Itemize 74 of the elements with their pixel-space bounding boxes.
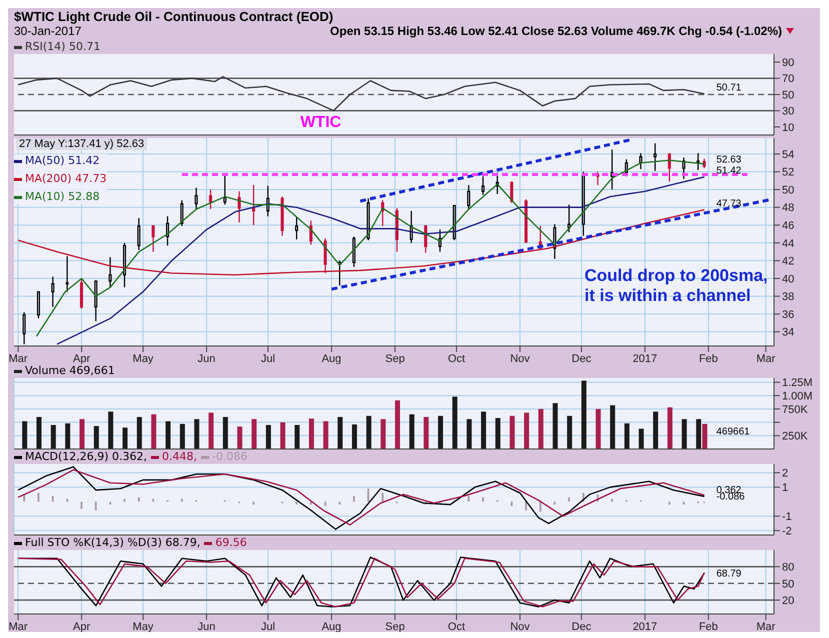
y-tick-label: 2 xyxy=(782,468,788,480)
x-tick-label: Oct xyxy=(448,620,466,633)
y-tick-label: 1.25M xyxy=(782,377,813,390)
y-tick-label: 90 xyxy=(782,57,794,70)
chart-subtitle: 30-Jan-2017 xyxy=(14,24,82,38)
y-tick-label: 50 xyxy=(782,578,794,590)
x-tick-label: May xyxy=(132,352,154,365)
x-tick-label: Sep xyxy=(385,352,405,365)
x-tick-label: Apr xyxy=(73,620,90,633)
x-tick-label: Feb xyxy=(698,620,718,633)
x-tick-label: Jun xyxy=(198,620,216,633)
y-tick-label: 50 xyxy=(782,89,794,102)
x-tick-label: May xyxy=(132,620,154,633)
annotation: 47.73 xyxy=(716,198,742,210)
y-tick-label: 40 xyxy=(782,273,794,286)
y-tick-label: 250K xyxy=(782,430,808,443)
legend-label: MA(50) 51.42 xyxy=(24,154,101,168)
legend-label: Volume 469,661 xyxy=(24,364,115,378)
x-tick-label: Mar xyxy=(756,620,776,633)
y-tick-label: 20 xyxy=(782,594,794,607)
annotation: 469661 xyxy=(716,426,750,438)
annotation: 27 May Y:137.41 y) 52.63 xyxy=(16,138,148,150)
x-tick-label: Feb xyxy=(698,352,718,365)
x-tick-label: Jun xyxy=(198,352,216,365)
x-tick-label: 2017 xyxy=(632,352,658,365)
y-tick-label: 10 xyxy=(782,122,794,134)
y-tick-label: 48 xyxy=(782,202,794,214)
y-tick-label: 34 xyxy=(782,326,794,339)
legend-label: MA(10) 52.88 xyxy=(24,190,101,204)
x-tick-label: Aug xyxy=(322,620,342,633)
y-tick-label: 30 xyxy=(782,106,794,118)
annotation: WTIC xyxy=(300,114,342,131)
chart-title: $WTIC Light Crude Oil - Continuous Contract (EOD) xyxy=(14,8,334,24)
text: Open 53.15 High 53.46 Low 52.41 Close 52.63 Volume 469.7K Chg -0.54 (-1.02%) xyxy=(330,24,782,38)
x-tick-label: Sep xyxy=(385,620,405,633)
x-tick-label: Apr xyxy=(73,352,90,365)
annotation: 50.71 xyxy=(716,82,742,94)
y-tick-label: 70 xyxy=(782,73,794,86)
y-tick-label: 1 xyxy=(782,482,788,494)
y-tick-label: -2 xyxy=(782,526,792,538)
legend-label: 0.448, xyxy=(161,450,198,464)
y-tick-label: 750K xyxy=(782,404,808,416)
y-tick-label: 52 xyxy=(782,166,794,179)
annotation: Could drop to 200sma, it is within a channel xyxy=(584,266,768,306)
x-tick-label: Jul xyxy=(260,352,276,365)
x-tick-label: Mar xyxy=(756,352,776,365)
legend-label: MA(200) 47.73 xyxy=(24,172,107,186)
x-tick-label: Nov xyxy=(510,352,530,365)
x-tick-label: Nov xyxy=(510,620,530,633)
annotation: 51.42 xyxy=(716,165,742,176)
x-tick-label: Mar xyxy=(8,352,28,365)
y-tick-label: -1 xyxy=(782,511,792,524)
y-tick-label: 50 xyxy=(782,184,794,196)
x-tick-label: Mar xyxy=(8,620,28,633)
legend-label: RSI(14) 50.71 xyxy=(24,40,100,54)
y-tick-label: 44 xyxy=(782,238,794,250)
x-tick-label: Oct xyxy=(448,352,466,365)
y-tick-label: 80 xyxy=(782,562,794,574)
y-tick-label: 42 xyxy=(782,256,794,268)
x-tick-label: Dec xyxy=(572,352,592,365)
legend-label: 69.56 xyxy=(214,536,247,550)
x-tick-label: Aug xyxy=(322,352,342,365)
annotation: 68.79 xyxy=(716,568,742,580)
y-tick-label: 46 xyxy=(782,220,794,232)
legend-label: MACD(12,26,9) 0.362, xyxy=(24,450,148,464)
y-tick-label: 36 xyxy=(782,308,794,321)
x-tick-label: 2017 xyxy=(632,620,658,633)
annotation: 52.63 xyxy=(716,154,742,166)
x-tick-label: Jul xyxy=(260,620,276,633)
y-tick-label: 38 xyxy=(782,291,794,304)
y-tick-label: 1.00M xyxy=(782,390,813,403)
x-tick-label: Dec xyxy=(572,620,592,633)
legend-label: Full STO %K(14,3) %D(3) 68.79, xyxy=(24,536,200,550)
y-tick-label: 54 xyxy=(782,148,794,161)
